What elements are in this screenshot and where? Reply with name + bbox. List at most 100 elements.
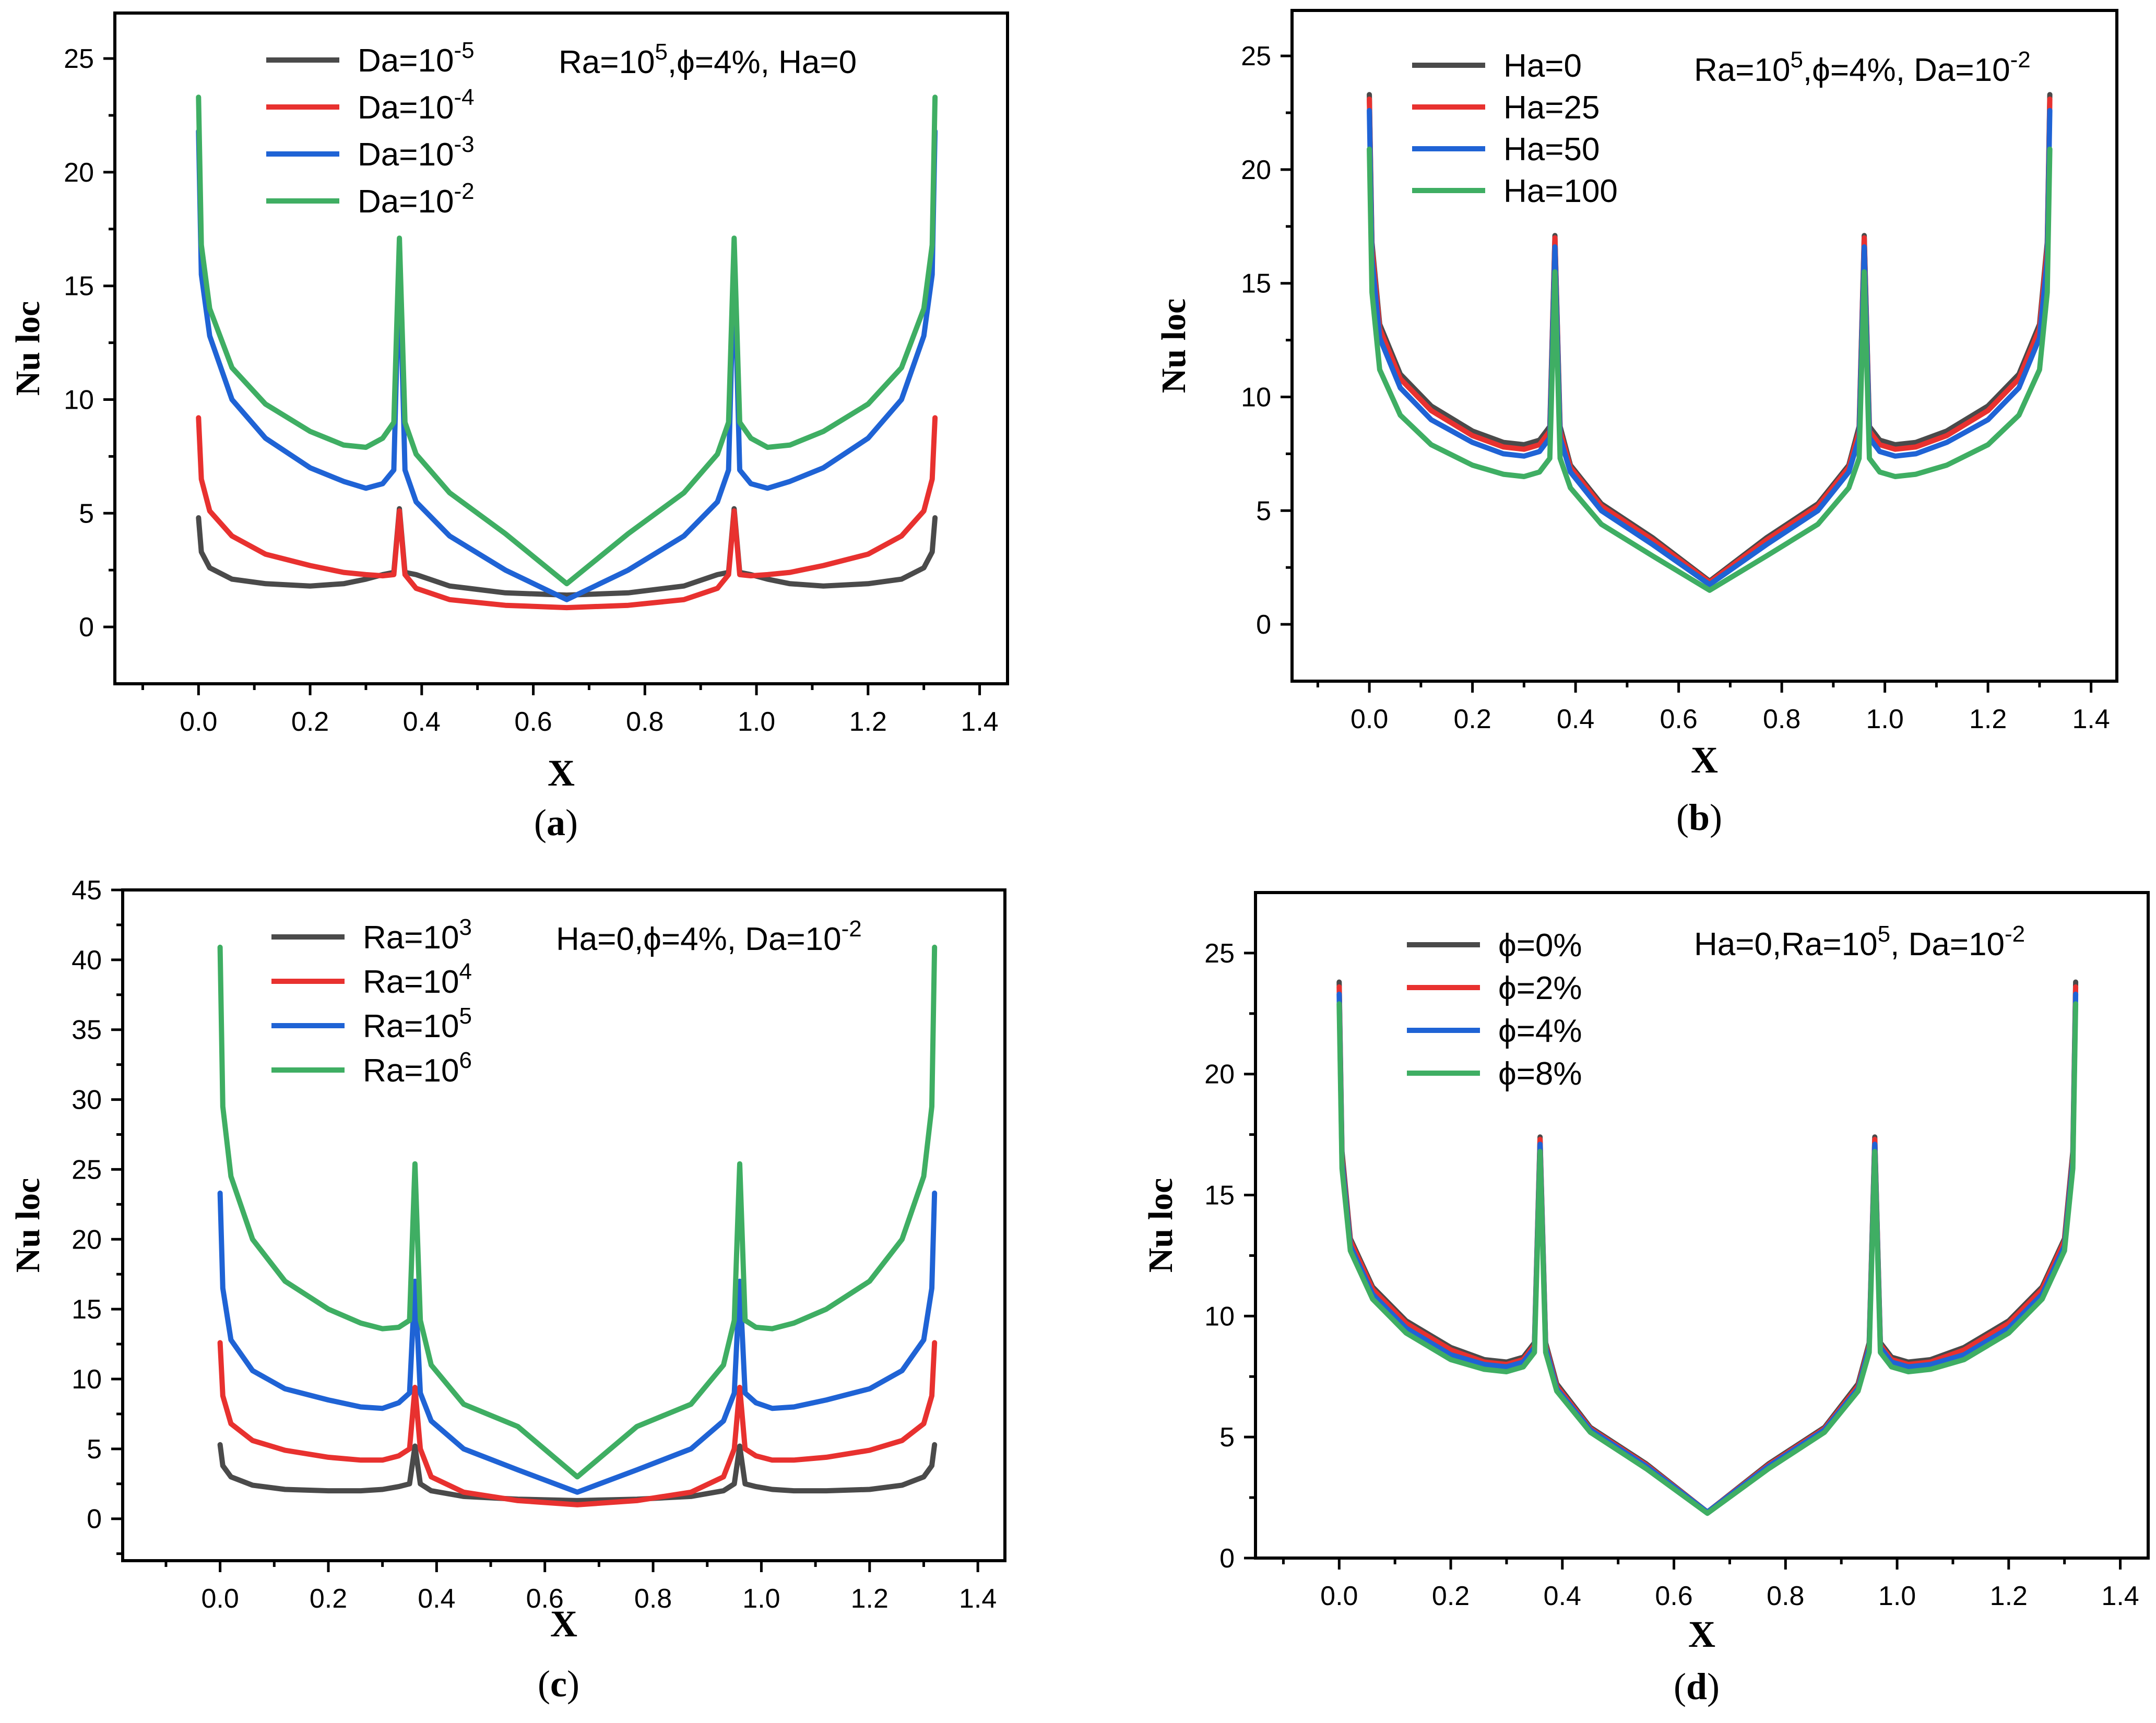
y-tick-label: 15 xyxy=(64,271,94,302)
legend-label: Ra=106 xyxy=(363,1048,472,1089)
annotation-base: Ha=0, xyxy=(556,921,643,957)
y-tick-label: 25 xyxy=(72,1155,102,1185)
legend-label: Da=10-4 xyxy=(358,85,475,126)
legend-text: Ha=25 xyxy=(1503,90,1600,126)
y-tick-label: 15 xyxy=(1204,1181,1235,1211)
series-line-4 xyxy=(196,94,938,587)
legend-exponent: -5 xyxy=(454,38,474,63)
caption-open: ( xyxy=(538,1663,550,1705)
legend-label: Ha=50 xyxy=(1503,132,1600,168)
legend-label: Ra=104 xyxy=(363,959,472,1000)
x-tick-label: 0.6 xyxy=(1655,1581,1692,1611)
chart-panel-c: 0.0 0.2 0.4 0.6 0.8 1.0 1.2 1.40510152025303540… xyxy=(9,875,1006,1705)
y-tick-label: 20 xyxy=(1204,1060,1235,1090)
series-line-3 xyxy=(217,1190,938,1495)
y-tick-label: 0 xyxy=(87,1504,102,1535)
x-tick-label: 0.6 xyxy=(1660,704,1697,734)
x-tick-label: 0.8 xyxy=(1763,704,1800,734)
legend-text: Ra=10 xyxy=(363,1008,459,1044)
x-axis-label: X xyxy=(550,1603,577,1645)
plot-frame xyxy=(1290,9,2118,683)
series-line-1 xyxy=(217,1442,938,1503)
y-tick-label: 15 xyxy=(72,1294,102,1325)
caption-open: ( xyxy=(534,802,547,843)
y-tick-label: 25 xyxy=(1204,938,1235,969)
x-axis-label: X xyxy=(548,752,575,794)
x-tick-label: 0.2 xyxy=(310,1584,347,1614)
y-tick-label: 10 xyxy=(72,1364,102,1395)
legend-label: ϕ=2% xyxy=(1498,970,1582,1006)
series-line-4 xyxy=(1367,146,2053,593)
annotation-exponent: 5 xyxy=(1878,921,1890,947)
caption-open: ( xyxy=(1674,1666,1686,1707)
parameter-annotation: Ha=0,ϕ=4%, Da=10-2 xyxy=(556,916,862,957)
x-tick-label: 0.0 xyxy=(201,1584,239,1614)
series-line-2 xyxy=(196,415,938,611)
parameter-annotation: Ra=105,ϕ=4%, Da=10-2 xyxy=(1694,47,2031,88)
legend-text: Da=10 xyxy=(358,90,454,126)
annotation-exponent-2: -2 xyxy=(842,916,862,942)
annotation-base: Ra=10 xyxy=(1694,52,1790,88)
legend-text: Ra=10 xyxy=(363,920,459,956)
legend-label: Ha=100 xyxy=(1503,173,1618,209)
x-tick-label: 0.2 xyxy=(291,707,329,737)
x-tick-label: 1.4 xyxy=(2072,704,2110,734)
chart-panel-a: 0.0 0.2 0.4 0.6 0.8 1.0 1.2 1.4 0 5 10 15 20 25 X Nu lo… xyxy=(9,11,1009,843)
annotation-rest: ϕ=4%, Da=10 xyxy=(643,921,841,957)
y-tick-label: 20 xyxy=(72,1225,102,1255)
legend-label: ϕ=4% xyxy=(1498,1013,1582,1049)
legend-text: Ra=10 xyxy=(363,1053,459,1089)
annotation-exponent: 5 xyxy=(1790,47,1803,73)
subfigure-caption: (a) xyxy=(534,802,578,843)
x-tick-label: 0.6 xyxy=(526,1584,564,1614)
chart-panel-d: 0.0 0.2 0.4 0.6 0.8 1.0 1.2 1.4 0 5 10 15 20 25 X Nu lo… xyxy=(1142,891,2150,1707)
y-axis-label: Nu loc xyxy=(9,301,47,396)
annotation-rest: ,ϕ=4%, Ha=0 xyxy=(668,44,857,80)
caption-letter: b xyxy=(1689,797,1710,838)
y-tick-label: 10 xyxy=(64,385,94,415)
annotation-base: Ha=0,Ra=10 xyxy=(1694,926,1878,962)
series-line-4 xyxy=(217,944,938,1480)
series-line-4 xyxy=(1336,1001,2079,1516)
legend-text: ϕ=2% xyxy=(1498,970,1582,1006)
annotation-rest: , Da=10 xyxy=(1890,926,2005,962)
y-tick-label: 10 xyxy=(1241,383,1271,413)
x-tick-label: 1.0 xyxy=(1878,1581,1916,1611)
x-tick-label: 0.2 xyxy=(1432,1581,1470,1611)
series-line-2 xyxy=(217,1340,938,1507)
legend-label: Ra=103 xyxy=(363,914,472,956)
x-tick-label: 1.2 xyxy=(1990,1581,2028,1611)
y-tick-label: 40 xyxy=(72,945,102,976)
subfigure-caption: (b) xyxy=(1676,797,1722,838)
series-line-1 xyxy=(1367,92,2053,584)
x-tick-label: 0.0 xyxy=(180,707,217,737)
plot-frame xyxy=(113,11,1009,685)
x-tick-label: 0.8 xyxy=(626,707,664,737)
series-line-3 xyxy=(1367,108,2053,587)
y-tick-label: 35 xyxy=(72,1015,102,1045)
caption-letter: c xyxy=(550,1663,567,1705)
x-tick-label: 0.8 xyxy=(1767,1581,1804,1611)
y-tick-label: 20 xyxy=(1241,155,1271,185)
legend-text: ϕ=8% xyxy=(1498,1056,1582,1092)
parameter-annotation: Ra=105,ϕ=4%, Ha=0 xyxy=(559,39,857,80)
annotation-exponent-2: -2 xyxy=(2005,921,2025,947)
series-line-3 xyxy=(196,128,938,602)
legend-label: ϕ=0% xyxy=(1498,928,1582,964)
legend-exponent: 3 xyxy=(459,914,471,940)
chart-panel-b: 0.0 0.2 0.4 0.6 0.8 1.0 1.2 1.4 0 5 10 15 20 25 X Nu lo… xyxy=(1155,9,2118,838)
legend-exponent: -4 xyxy=(454,85,474,110)
caption-letter: d xyxy=(1686,1666,1707,1707)
annotation-exponent: 5 xyxy=(655,39,667,65)
subfigure-caption: (d) xyxy=(1674,1666,1720,1707)
legend-text: Ha=100 xyxy=(1503,173,1618,209)
legend-label: ϕ=8% xyxy=(1498,1056,1582,1092)
annotation-exponent-2: -2 xyxy=(2010,47,2031,73)
y-axis-label: Nu loc xyxy=(1155,299,1193,394)
series-line-2 xyxy=(1336,984,2079,1515)
plot-frame xyxy=(1254,891,2150,1560)
legend-exponent: 5 xyxy=(459,1003,471,1029)
x-axis-label: X xyxy=(1688,1613,1715,1655)
caption-letter: a xyxy=(547,802,565,843)
